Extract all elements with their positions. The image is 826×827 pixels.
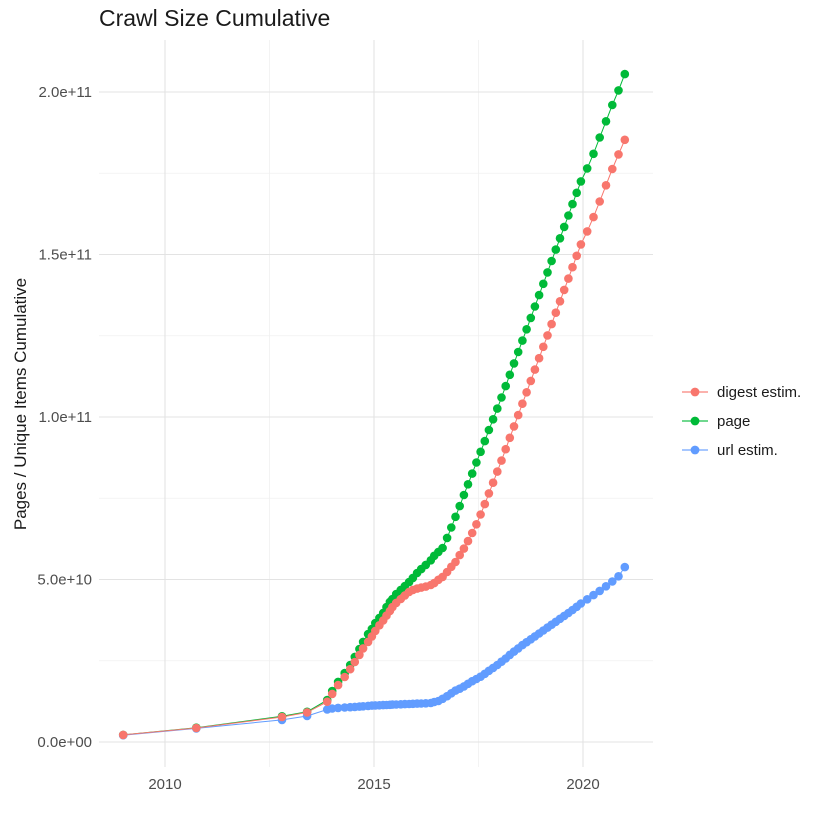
y-tick-label: 1.0e+11 [38,409,92,426]
x-tick-label: 2015 [357,776,390,793]
gridlines-minor [99,40,653,767]
gridlines-major [99,40,653,767]
x-axis-tick-labels: 2010 2015 2020 [148,776,599,793]
legend-label: url estim. [717,441,778,459]
series-dots [118,69,630,740]
x-tick-label: 2020 [566,776,599,793]
legend-label: page [717,412,751,430]
legend-key-page-icon [682,416,708,426]
y-tick-label: 0.0e+00 [37,734,92,751]
legend-item-page: page [681,410,801,432]
chart-title: Crawl Size Cumulative [99,5,331,31]
legend-item-url-estim: url estim. [681,439,801,461]
y-tick-label: 1.5e+11 [38,247,92,264]
y-tick-label: 2.0e+11 [38,84,92,101]
y-axis-tick-labels: 0.0e+00 5.0e+10 1.0e+11 1.5e+11 2.0e+11 [37,84,92,751]
x-tick-label: 2010 [148,776,181,793]
series-points-digest-estim- [118,135,630,740]
legend: digest estim. page url estim. [681,381,801,468]
legend-item-digest-estim: digest estim. [681,381,801,403]
y-tick-label: 5.0e+10 [37,572,92,589]
legend-key-url-estim-icon [682,445,708,455]
legend-label: digest estim. [717,383,802,401]
legend-key-digest-estim-icon [682,387,708,397]
